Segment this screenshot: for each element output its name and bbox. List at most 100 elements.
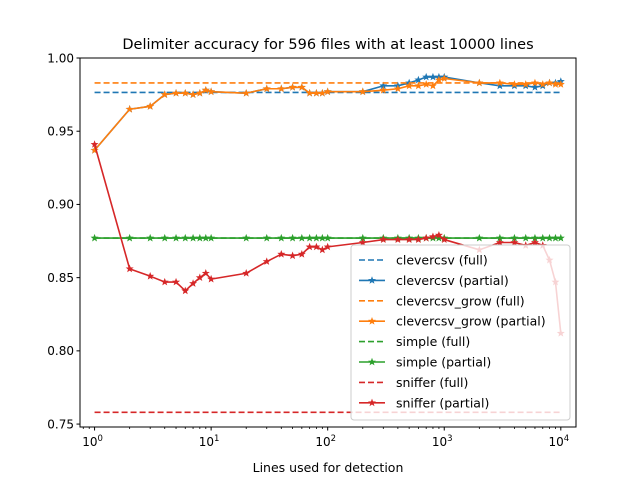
data-point	[207, 87, 216, 96]
data-point	[323, 242, 332, 251]
data-point	[358, 238, 367, 246]
data-point	[521, 80, 530, 88]
data-point	[262, 84, 271, 93]
data-point	[545, 233, 554, 242]
legend-item: clevercsv_grow (full)	[359, 293, 525, 308]
legend-marker	[368, 398, 376, 407]
data-point	[160, 90, 169, 99]
x-tick-label: 101	[199, 434, 220, 449]
legend-label: clevercsv_grow (partial)	[396, 314, 546, 329]
data-point	[172, 233, 181, 242]
data-point	[510, 80, 519, 88]
data-point	[288, 251, 297, 260]
data-point	[475, 78, 484, 87]
data-point	[90, 140, 99, 148]
data-point	[288, 233, 297, 242]
data-point	[379, 81, 388, 90]
data-point	[189, 90, 198, 99]
data-point	[181, 88, 190, 97]
y-axis: 0.75 0.80 0.85 0.90 0.95 1.00	[47, 51, 80, 431]
x-tick-label: 102	[315, 434, 336, 449]
data-point	[297, 250, 306, 258]
data-point	[189, 279, 198, 287]
data-point	[318, 245, 327, 254]
y-tick-label: 0.90	[47, 198, 74, 212]
data-point	[510, 238, 519, 246]
data-point	[440, 235, 449, 243]
data-point	[277, 250, 286, 258]
data-point	[495, 233, 504, 242]
data-point	[195, 273, 204, 282]
data-point	[393, 84, 402, 93]
data-point	[125, 105, 134, 113]
data-point	[414, 235, 423, 243]
data-point	[160, 233, 169, 242]
data-point	[358, 87, 367, 96]
legend: clevercsv (full) clevercsv (partial) cleve…	[350, 244, 571, 421]
legend-label: clevercsv (partial)	[396, 273, 509, 288]
legend-marker	[368, 276, 376, 284]
data-point	[323, 233, 332, 242]
data-point	[181, 233, 190, 242]
legend-label: clevercsv_grow (full)	[396, 293, 525, 308]
x-tick-label: 103	[432, 434, 453, 449]
data-point	[201, 86, 210, 94]
data-point	[545, 78, 554, 87]
legend-label: simple (full)	[396, 334, 470, 349]
data-point	[172, 88, 181, 97]
legend-label: clevercsv (full)	[396, 253, 488, 268]
data-point	[242, 88, 251, 97]
data-point	[146, 271, 155, 280]
data-point	[434, 75, 443, 84]
data-point	[195, 233, 204, 242]
data-point	[90, 146, 99, 154]
data-point	[530, 78, 539, 87]
data-point	[305, 242, 314, 251]
data-point	[530, 83, 539, 91]
data-point	[323, 87, 332, 96]
legend-marker	[368, 317, 376, 325]
data-point	[428, 232, 437, 241]
data-point	[262, 257, 271, 265]
data-point	[510, 233, 519, 242]
data-point	[242, 233, 251, 242]
data-point	[530, 233, 539, 242]
data-point	[207, 274, 216, 283]
data-point	[277, 233, 286, 242]
data-point	[90, 233, 99, 242]
data-point	[305, 233, 314, 242]
data-point	[181, 286, 190, 295]
data-point	[172, 277, 181, 286]
data-point	[201, 233, 210, 242]
x-tick-label: 100	[82, 434, 103, 449]
data-point	[393, 235, 402, 243]
data-point	[305, 88, 314, 97]
legend-label: sniffer (full)	[396, 375, 468, 390]
data-point	[556, 80, 565, 88]
data-point	[160, 277, 169, 286]
data-point	[538, 233, 547, 242]
data-point	[551, 233, 560, 242]
data-point	[414, 75, 423, 84]
data-point	[277, 84, 286, 93]
data-point	[242, 269, 251, 277]
data-point	[146, 102, 155, 110]
x-axis-label: Lines used for detection	[253, 460, 404, 475]
data-point	[434, 230, 443, 239]
legend-item: clevercsv_grow (partial)	[359, 314, 546, 329]
data-point	[428, 72, 437, 81]
data-point	[379, 235, 388, 243]
data-point	[297, 233, 306, 242]
data-point	[414, 81, 423, 90]
legend-item: clevercsv (full)	[359, 253, 488, 268]
data-point	[201, 269, 210, 277]
chart-title: Delimiter accuracy for 596 files with at…	[122, 37, 533, 53]
data-point	[146, 233, 155, 242]
data-point	[262, 233, 271, 242]
y-tick-label: 1.00	[47, 51, 74, 65]
legend-label: simple (partial)	[396, 355, 491, 370]
data-point	[475, 233, 484, 242]
legend-item: simple (full)	[359, 334, 470, 349]
legend-marker	[368, 357, 376, 366]
data-point	[125, 233, 134, 242]
